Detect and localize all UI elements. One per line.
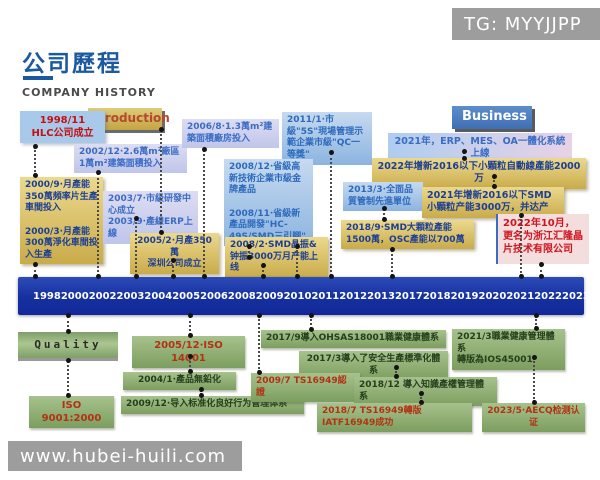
connector-line [158,127,164,235]
event-2018-smd-capacity: 2018/9·SMD大顆粒產能1500萬，OSC產能以700萬 [341,220,474,250]
event-2008-smd-capacity: 2008/2·SMD晶振&钟振3000万月产能上线 [225,237,328,279]
connector-line [260,263,266,279]
connector-line [95,170,101,279]
year-label: 2023 [562,290,590,302]
connector-line [461,149,467,161]
year-label: 2021 [506,290,535,302]
connector-line [381,206,387,222]
year-label: 2000 [60,290,89,302]
year-label: 2009 [255,290,284,302]
year-label: 2018 [422,290,451,302]
production-section-label: Production [88,108,170,130]
year-label: 2004 [144,290,173,302]
event-2000-capacity: 2000/9·月產能350萬頻率片生產車間投入 2000/3·月產能300萬淨化… [20,177,103,264]
event-iso14001: 2005/12·ISO 14001 [132,336,245,368]
connector-line [389,247,395,279]
event-2011-awards: 2011/1·市級"5S"現場管理示範企業市級"QC一等獎" [282,112,372,165]
year-label: 2022 [534,290,563,302]
year-label: 2019 [450,290,479,302]
event-2018-iatf16949: 2018/7 TS16949轉版IATF16949成功 [317,403,472,433]
connector-line [308,313,314,332]
connector-line [328,150,334,279]
connector-line [533,313,539,331]
connector-line [133,216,139,279]
year-label: 2002 [88,290,117,302]
connector-line [294,244,300,279]
website-watermark: www.hubei-huili.com [8,441,242,471]
year-label: 2010 [283,290,312,302]
connector-line [32,262,38,279]
connector-line [393,365,399,379]
page-subtitle: COMPANY HISTORY [22,86,156,99]
event-2004-leadfree: 2004/1·產品無鉛化 [123,372,236,390]
event-2005-shenzhen: 2005/2·月產350萬 深圳公司成立 [130,233,219,275]
event-2018-ip-system: 2018/12 導入知識產權管理體系 [354,377,497,407]
year-label: 1998 [33,290,61,302]
event-2006-building: 2006/8·1.3萬m²建築面積廠房投入 [182,119,279,149]
event-2021-smd-capacity: 2021年增新2016以下SMD小顆粒产能3000万，并达产 [422,187,564,218]
year-label: 2006 [200,290,228,302]
connector-line [531,355,537,405]
quality-section-label: Quality [18,332,118,359]
event-iso9001: ISO 9001:2000 [29,396,114,428]
connector-line [65,358,71,398]
event-1998-founding: 1998/11 HLC公司成立 [20,111,105,143]
connector-line [187,354,193,374]
connector-line [187,313,193,338]
connector-line [518,213,524,279]
year-label: 2003 [116,290,145,302]
connector-line [246,244,252,260]
timeline-bar: 1998 2000 2002 2003 2004 2005 2006 2008 2009 2010… [18,277,590,315]
event-2023-aecq: 2023/5·AECQ检测认证 [482,403,585,433]
connector-line [418,391,424,405]
year-label: 2020 [478,290,507,302]
year-label: 2008 [227,290,256,302]
connector-line [201,147,207,279]
event-2009-ts16949: 2009/7 TS16949認證 [251,373,360,403]
connector-line [538,262,544,279]
year-label: 2011 [311,290,340,302]
event-2008-hightech: 2008/12·省級高新技術企業市級金牌產品 2008/11·省級新產品開發"H… [224,159,313,246]
business-section-label: Business [452,106,532,129]
title-underline [23,76,53,80]
connector-line [170,258,176,279]
event-2017-ohsas: 2017/9導入OHSAS18001職業健康體系 [261,330,446,348]
event-2002-factory: 2002/12·2.6萬m²廠區 1萬m²建築面積投入 [74,144,187,174]
year-label: 2013 [367,290,395,302]
event-2022-rename: 2022年10月，更名为浙江汇隆晶片技术有限公司 [496,214,589,264]
page-title: 公司歷程 [22,51,122,77]
connector-line [65,313,71,334]
year-label: 2017 [394,290,423,302]
telegram-watermark: TG: MYYJJPP [452,8,600,40]
connector-line [198,387,204,398]
connector-line [256,313,262,375]
connector-line [32,144,38,178]
year-label: 2005 [172,290,201,302]
connector-line [491,174,497,189]
year-label: 2012 [339,290,368,302]
event-2021-ios45001: 2021/3職業健康管理體系 轉版為IOS45001 [452,329,565,371]
